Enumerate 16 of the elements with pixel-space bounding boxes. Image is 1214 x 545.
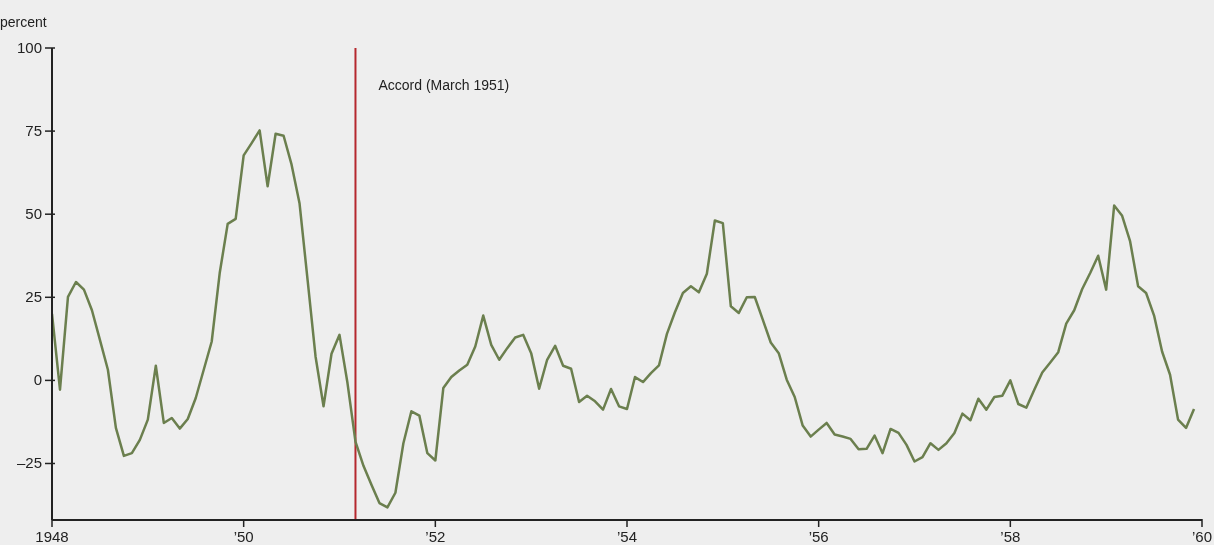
y-tick-label: 0: [33, 371, 42, 389]
y-axis-title: percent: [0, 14, 47, 30]
x-tick-label: ’56: [808, 528, 829, 545]
x-tick-label: 1948: [35, 528, 69, 545]
y-tick-label: 50: [25, 205, 42, 223]
line-series: [52, 129, 1196, 509]
x-tick-label: ’60: [1191, 528, 1213, 545]
ref-line-label: Accord (March 1951): [378, 77, 510, 93]
x-tick-label: ’54: [616, 528, 638, 545]
x-tick-label: ’52: [425, 528, 446, 545]
y-tick-label: 100: [16, 39, 42, 56]
x-tick-label: ’50: [233, 528, 254, 545]
y-tick-label: 75: [25, 122, 42, 140]
y-tick-label: 25: [25, 288, 42, 306]
y-tick-label: –25: [16, 454, 42, 472]
x-tick-label: ’58: [1000, 528, 1021, 545]
